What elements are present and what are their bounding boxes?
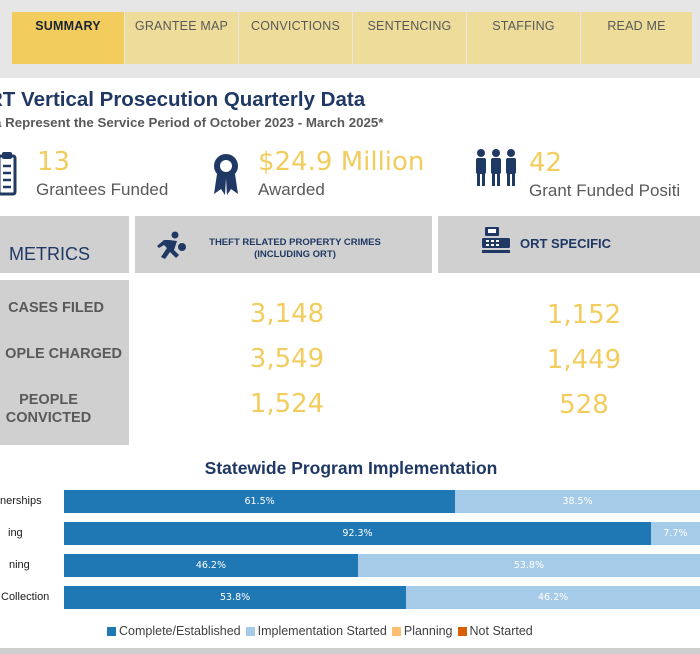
tab-summary[interactable]: SUMMARY (12, 12, 124, 64)
bar-segment: 46.2% (406, 586, 700, 609)
grantees-funded-value: 13 (37, 147, 71, 177)
bar-segment: 53.8% (64, 586, 407, 609)
chart-legend: Complete/Established Implementation Star… (107, 624, 538, 638)
positions-value: 42 (529, 148, 563, 178)
ort-people-charged: 1,449 (546, 345, 622, 375)
bar-segment: 53.8% (357, 554, 700, 577)
category-label: Collection (1, 591, 50, 603)
legend-item-complete: Complete/Established (107, 624, 241, 638)
legend-swatch-implementation (245, 626, 255, 636)
legend-label-planning: Planning (403, 624, 453, 638)
awarded-value: $24.9 Million (258, 147, 425, 177)
legend-label-implementation: Implementation Started (257, 624, 387, 638)
bar-segment: 61.5% (64, 490, 456, 513)
award-ribbon-icon (210, 152, 242, 200)
tab-convictions[interactable]: CONVICTIONS (239, 12, 352, 64)
grantees-funded-label: Grantees Funded (36, 180, 169, 199)
legend-item-implementation: Implementation Started (245, 624, 387, 638)
row-label-people-charged: OPLE CHARGED (5, 346, 122, 362)
row-label-cases-filed: CASES FILED (8, 300, 104, 316)
legend-label-not-started: Not Started (469, 624, 533, 638)
theft-cases-filed: 3,148 (249, 299, 325, 329)
positions-label: Grant Funded Positi (529, 181, 681, 200)
category-label: ning (9, 559, 30, 571)
legend-item-not-started: Not Started (457, 624, 533, 638)
metrics-row-labels (0, 280, 129, 445)
category-label: nerships (0, 495, 42, 507)
theft-people-charged: 3,549 (249, 344, 325, 374)
ort-header-cell (438, 216, 700, 273)
category-label: ing (8, 527, 23, 539)
page-subtitle: a Represent the Service Period of Octobe… (0, 115, 384, 130)
legend-label-complete: Complete/Established (119, 624, 241, 638)
chart-title: Statewide Program Implementation (204, 458, 498, 478)
metrics-header-cell (0, 216, 129, 273)
tab-bar: SUMMARY GRANTEE MAP CONVICTIONS SENTENCI… (0, 0, 700, 76)
awarded-label: Awarded (258, 180, 325, 199)
running-thief-icon (155, 231, 187, 267)
bar-segment: 46.2% (64, 554, 358, 577)
bar-segment: 38.5% (455, 490, 700, 513)
legend-swatch-not-started (457, 626, 467, 636)
tab-read-me[interactable]: READ ME (581, 12, 692, 64)
metrics-header-label: METRICS (9, 244, 90, 264)
tab-sentencing[interactable]: SENTENCING (353, 12, 466, 64)
bar-segment: 7.7% (651, 522, 700, 545)
theft-header-title: THEFT RELATED PROPERTY CRIMES (INCLUDING… (209, 237, 381, 260)
bottom-strip (0, 648, 700, 654)
people-group-icon (474, 148, 518, 192)
ort-people-convicted: 528 (559, 390, 609, 420)
legend-swatch-planning (391, 626, 401, 636)
dashboard-panel: RT Vertical Prosecution Quarterly Data a… (0, 78, 700, 648)
row-label-people-convicted: PEOPLE CONVICTED (5, 392, 92, 426)
legend-swatch-complete (107, 626, 116, 636)
page-title: RT Vertical Prosecution Quarterly Data (0, 88, 366, 111)
theft-people-convicted: 1,524 (249, 389, 325, 419)
ort-header-title: ORT SPECIFIC (520, 236, 612, 251)
tab-staffing[interactable]: STAFFING (467, 12, 580, 64)
ort-cases-filed: 1,152 (546, 300, 622, 330)
clipboard-icon (0, 150, 19, 200)
tab-grantee-map[interactable]: GRANTEE MAP (125, 12, 238, 64)
bar-segment: 92.3% (64, 522, 652, 545)
cash-register-icon (481, 226, 511, 258)
legend-item-planning: Planning (391, 624, 453, 638)
